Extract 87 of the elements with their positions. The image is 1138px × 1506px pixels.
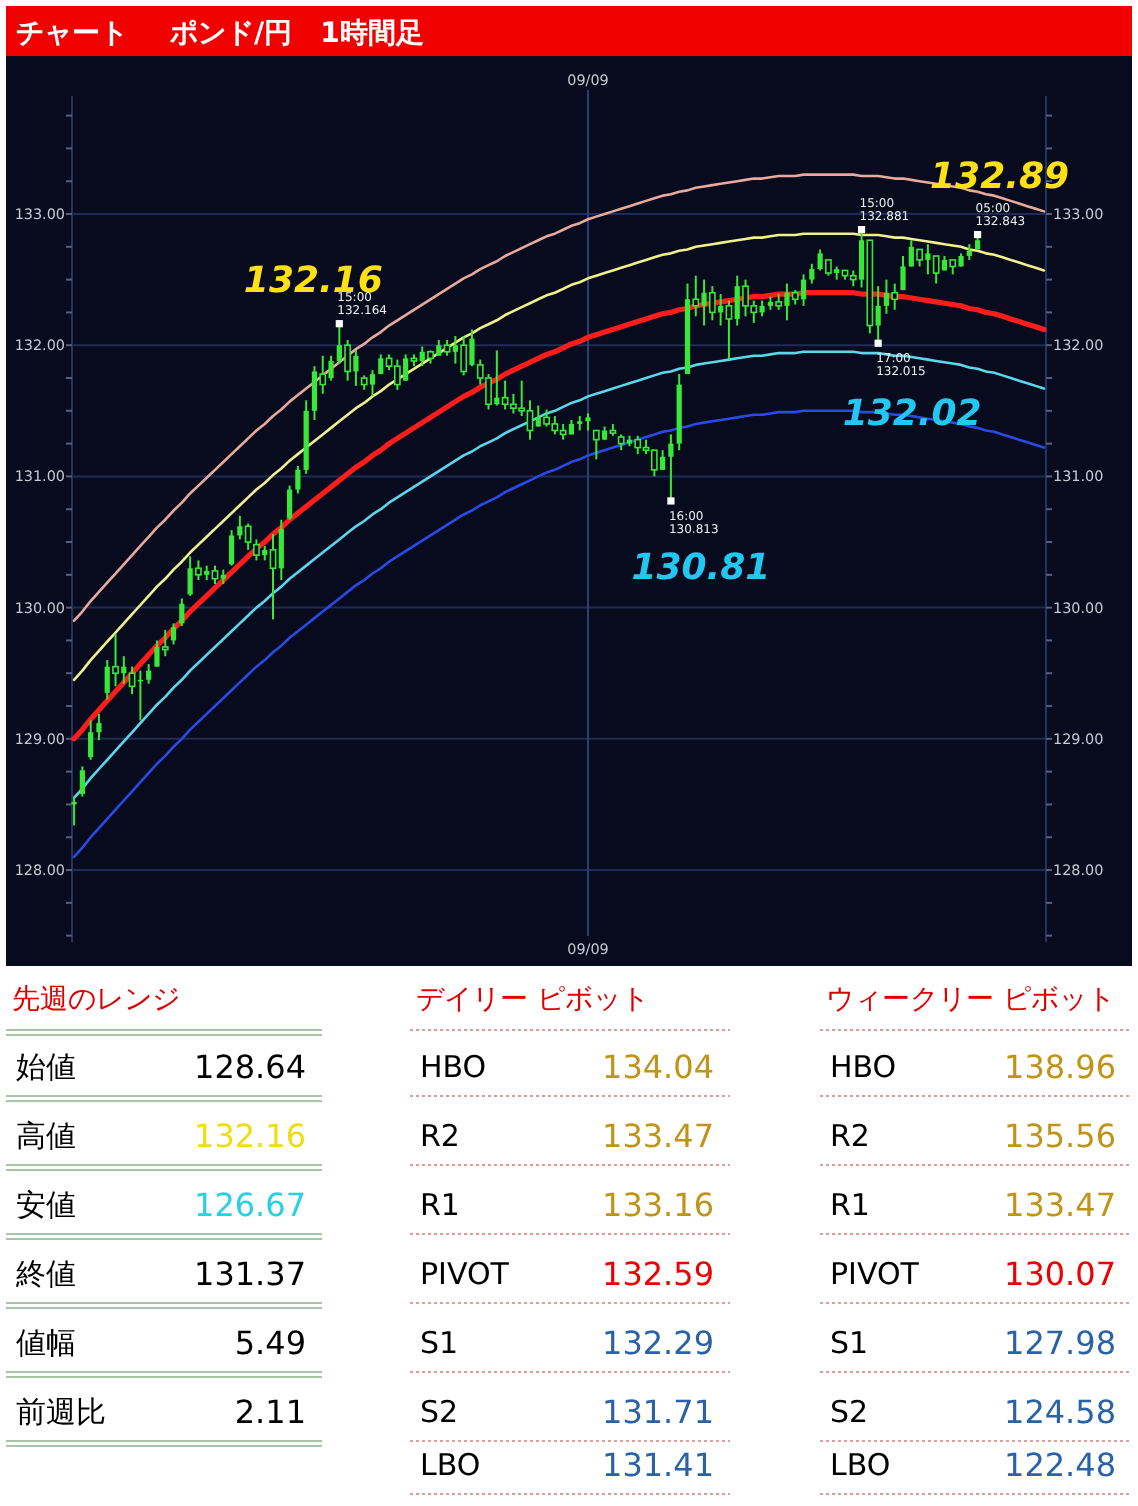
- data-label: 133.47: [602, 1117, 714, 1155]
- candlestick: [650, 449, 658, 478]
- data-label: 130.07: [1004, 1255, 1116, 1293]
- annotation: 132.89: [930, 155, 1070, 198]
- candlestick: [146, 663, 152, 685]
- candlestick: [551, 415, 559, 436]
- chart-title: チャート: [16, 18, 128, 50]
- data-label: 128.64: [194, 1048, 306, 1086]
- category-label: PIVOT: [420, 1256, 511, 1292]
- text: ウィークリー ピボット: [826, 984, 1115, 1016]
- point: [857, 226, 866, 234]
- candlestick: [668, 433, 674, 502]
- candlestick: [311, 365, 318, 421]
- candlestick: [809, 262, 815, 285]
- candlestick: [228, 529, 235, 567]
- text: デイリー ピボット: [416, 984, 649, 1016]
- point: [667, 497, 675, 505]
- candlestick: [295, 464, 301, 495]
- candlestick: [278, 518, 284, 582]
- candlestick: [742, 278, 749, 318]
- text: 先週のレンジ: [12, 984, 180, 1016]
- candlestick: [369, 369, 376, 398]
- candlestick: [96, 712, 102, 742]
- point: [335, 320, 343, 328]
- category-label: PIVOT: [830, 1256, 921, 1292]
- candlestick: [891, 282, 899, 311]
- data-label: 131.71: [602, 1393, 714, 1431]
- data-label: 5.49: [234, 1324, 306, 1362]
- data-label: 132.29: [602, 1324, 714, 1362]
- candlestick: [883, 278, 890, 315]
- data-label: 131.41: [602, 1446, 714, 1484]
- category-label: HBO: [830, 1049, 897, 1085]
- category-label: 安値: [16, 1187, 76, 1223]
- category-label: 値幅: [16, 1325, 76, 1361]
- candlestick: [932, 254, 940, 285]
- data-label: 126.67: [194, 1186, 306, 1224]
- point: [874, 339, 882, 347]
- category-label: LBO: [830, 1447, 891, 1483]
- candlestick: [211, 564, 219, 586]
- line-series: [72, 350, 1046, 800]
- candlestick: [88, 719, 94, 761]
- candlestick: [344, 338, 352, 382]
- data-label: 135.56: [1004, 1117, 1116, 1155]
- data-label: 127.98: [1004, 1324, 1116, 1362]
- candlestick: [128, 665, 136, 696]
- candlestick: [79, 765, 85, 798]
- category-label: R2: [830, 1118, 870, 1154]
- category-label: S1: [830, 1325, 869, 1361]
- candlestick: [634, 434, 642, 456]
- data-label: 133.47: [1004, 1186, 1116, 1224]
- data-label: 133.16: [602, 1186, 714, 1224]
- category-label: 高値: [16, 1118, 76, 1154]
- data-label: 124.58: [1004, 1393, 1116, 1431]
- data-label: 2.11: [234, 1393, 306, 1431]
- candlestick: [179, 597, 185, 627]
- category-label: S2: [420, 1394, 459, 1430]
- data-label: 132.59: [602, 1255, 714, 1293]
- category-label: R1: [420, 1187, 460, 1223]
- data-label: 122.48: [1004, 1446, 1116, 1484]
- chart-subtitle: ポンド/円 1時間足: [168, 18, 424, 50]
- candlestick: [501, 379, 509, 411]
- point: [974, 231, 982, 239]
- candlestick: [287, 484, 293, 521]
- category-label: 始値: [16, 1049, 76, 1085]
- category-label: LBO: [420, 1447, 481, 1483]
- data-label: 132.16: [194, 1117, 306, 1155]
- candlestick: [112, 632, 119, 688]
- candlestick: [592, 429, 600, 461]
- candlestick: [170, 622, 177, 646]
- data-label: 131.37: [194, 1255, 306, 1293]
- candlestick: [510, 392, 517, 415]
- category-label: R2: [420, 1118, 460, 1154]
- annotation: 130.81: [631, 546, 771, 589]
- category-label: R1: [830, 1187, 870, 1223]
- category-label: 前週比: [16, 1394, 106, 1430]
- candlestick: [708, 285, 716, 322]
- data-label: 138.96: [1004, 1048, 1116, 1086]
- candlestick: [269, 533, 277, 621]
- candlestick: [460, 335, 468, 377]
- category-label: 終値: [14, 1256, 76, 1292]
- data-label: 134.04: [602, 1048, 714, 1086]
- category-label: HBO: [420, 1049, 487, 1085]
- candlestick: [800, 273, 807, 307]
- candlestick: [393, 358, 401, 391]
- category-label: S1: [420, 1325, 459, 1361]
- candlestick: [900, 254, 906, 292]
- category-label: S2: [830, 1394, 869, 1430]
